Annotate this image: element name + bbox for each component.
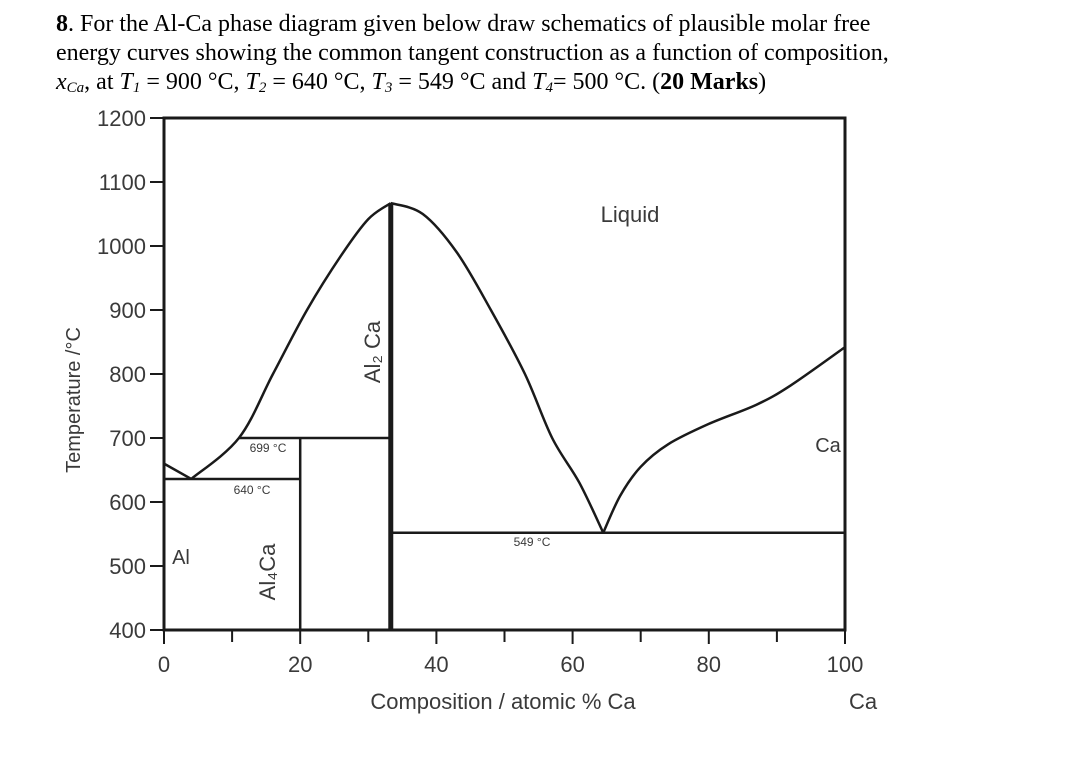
t3: T [371, 69, 385, 95]
region-label-al4ca: Al₄Ca [255, 543, 280, 600]
question-line-1: . For the Al-Ca phase diagram given belo… [68, 11, 871, 37]
region-label-al2ca: Al₂ Ca [360, 320, 385, 383]
text-at: , at [84, 69, 120, 95]
y-tick-label-400: 400 [109, 618, 146, 643]
variable-x: x [56, 69, 67, 95]
plot-frame [162, 116, 847, 632]
x-axis-end-label: Ca [849, 689, 878, 714]
phase-line-al-liquidus [163, 462, 192, 481]
t3-sub: 3 [384, 80, 393, 96]
x-axis-label: Composition / atomic % Ca [370, 689, 636, 714]
isotherm-label-699: 699 °C [250, 441, 287, 455]
phase-line-ca-liquidus [602, 346, 846, 534]
y-tick-label-1000: 1000 [97, 234, 146, 259]
y-tick-label-900: 900 [109, 298, 146, 323]
phase-lines [163, 201, 846, 630]
x-tick-label-80: 80 [697, 652, 721, 677]
x-tick-label-0: 0 [158, 652, 170, 677]
x-tick-label-60: 60 [560, 652, 584, 677]
region-label-ca: Ca [815, 435, 841, 457]
y-tick-label-800: 800 [109, 362, 146, 387]
y-tick-label-1200: 1200 [97, 106, 146, 131]
t4: T [532, 69, 546, 95]
axis-ticks: 400 500 600 700 800 900 1000 1100 1200 0 20 40 60 80 1… [97, 106, 863, 677]
x-tick-label-40: 40 [424, 652, 448, 677]
y-tick-label-600: 600 [109, 490, 146, 515]
t2-value: = 640 °C, [266, 69, 372, 95]
y-tick-label-500: 500 [109, 554, 146, 579]
phase-line-right-liquidus [390, 201, 605, 534]
t1-value: = 900 °C, [140, 69, 246, 95]
t4-value: = 500 °C. ( [553, 69, 661, 95]
y-tick-label-700: 700 [109, 426, 146, 451]
question-number: 8 [56, 11, 68, 37]
x-tick-label-100: 100 [827, 652, 864, 677]
isotherm-label-549: 549 °C [514, 535, 551, 549]
y-tick-label-1100: 1100 [99, 170, 146, 195]
variable-x-sub: Ca [66, 80, 85, 96]
t3-value: = 549 °C and [392, 69, 533, 95]
region-label-al: Al [172, 547, 190, 569]
isotherm-label-640: 640 °C [234, 483, 271, 497]
x-tick-label-20: 20 [288, 652, 312, 677]
question-line-2: energy curves showing the common tangent… [56, 40, 889, 66]
question-close: ) [758, 69, 767, 95]
t2-sub: 2 [258, 80, 267, 96]
t1: T [119, 69, 133, 95]
question-text: 8. For the Al-Ca phase diagram given bel… [56, 10, 1056, 97]
t2: T [245, 69, 259, 95]
region-label-liquid: Liquid [601, 202, 660, 227]
y-axis-label: Temperature /°C [63, 327, 85, 473]
marks: 20 Marks [660, 69, 759, 95]
t4-sub: 4 [545, 80, 554, 96]
t1-sub: 1 [132, 80, 141, 96]
